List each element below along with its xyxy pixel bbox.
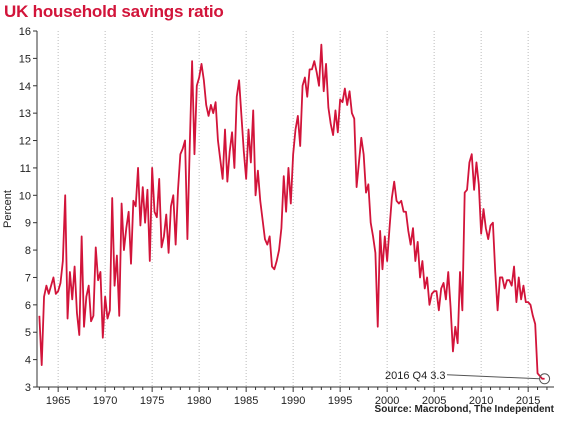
x-tick-label-2005: 2005 (422, 395, 446, 407)
annotation: 2016 Q4 3.3 (385, 370, 551, 385)
x-tick-label-2015: 2015 (516, 395, 540, 407)
x-tick-label-2010: 2010 (469, 395, 493, 407)
series-layer (38, 43, 545, 380)
y-tick-label-7: 7 (25, 272, 31, 284)
chart-title: UK household savings ratio (4, 2, 224, 21)
chart-axes (36, 31, 554, 388)
x-tick-label-1990: 1990 (281, 395, 305, 407)
x-tick-label-2000: 2000 (375, 395, 399, 407)
y-tick-label-13: 13 (19, 108, 31, 120)
y-tick-label-16: 16 (19, 26, 31, 38)
chart-source: Source: Macrobond, The Independent (374, 404, 554, 415)
y-tick-label-3: 3 (25, 382, 31, 394)
y-tick-label-8: 8 (25, 245, 31, 257)
y-axis-ticks: 3 4 5 6 7 8 9 10 11 12 13 14 15 16 (19, 26, 37, 394)
x-tick-label-1995: 1995 (328, 395, 352, 407)
x-axis-ticks: 1965 1970 1975 1980 1985 1990 1995 2000 2005 2010… (38, 387, 548, 407)
y-axis-title: Percent (2, 190, 14, 228)
x-tick-label-1980: 1980 (187, 395, 211, 407)
series-line-0 (38, 43, 545, 380)
x-gridlines (57, 31, 529, 387)
y-tick-label-4: 4 (25, 355, 31, 367)
y-tick-label-12: 12 (19, 136, 31, 148)
y-tick-label-15: 15 (19, 53, 31, 65)
annotation-label: 2016 Q4 3.3 (385, 370, 446, 382)
y-tick-label-5: 5 (25, 327, 31, 339)
y-tick-label-11: 11 (20, 163, 31, 175)
x-tick-label-1970: 1970 (93, 395, 117, 407)
y-tick-label-10: 10 (19, 190, 31, 202)
x-tick-label-1985: 1985 (234, 395, 258, 407)
annotation-leader (446, 374, 540, 380)
x-tick-label-1965: 1965 (46, 395, 70, 407)
x-tick-label-1975: 1975 (140, 395, 164, 407)
y-tick-label-9: 9 (25, 218, 31, 230)
y-tick-label-14: 14 (19, 81, 31, 93)
y-tick-label-6: 6 (25, 300, 31, 312)
